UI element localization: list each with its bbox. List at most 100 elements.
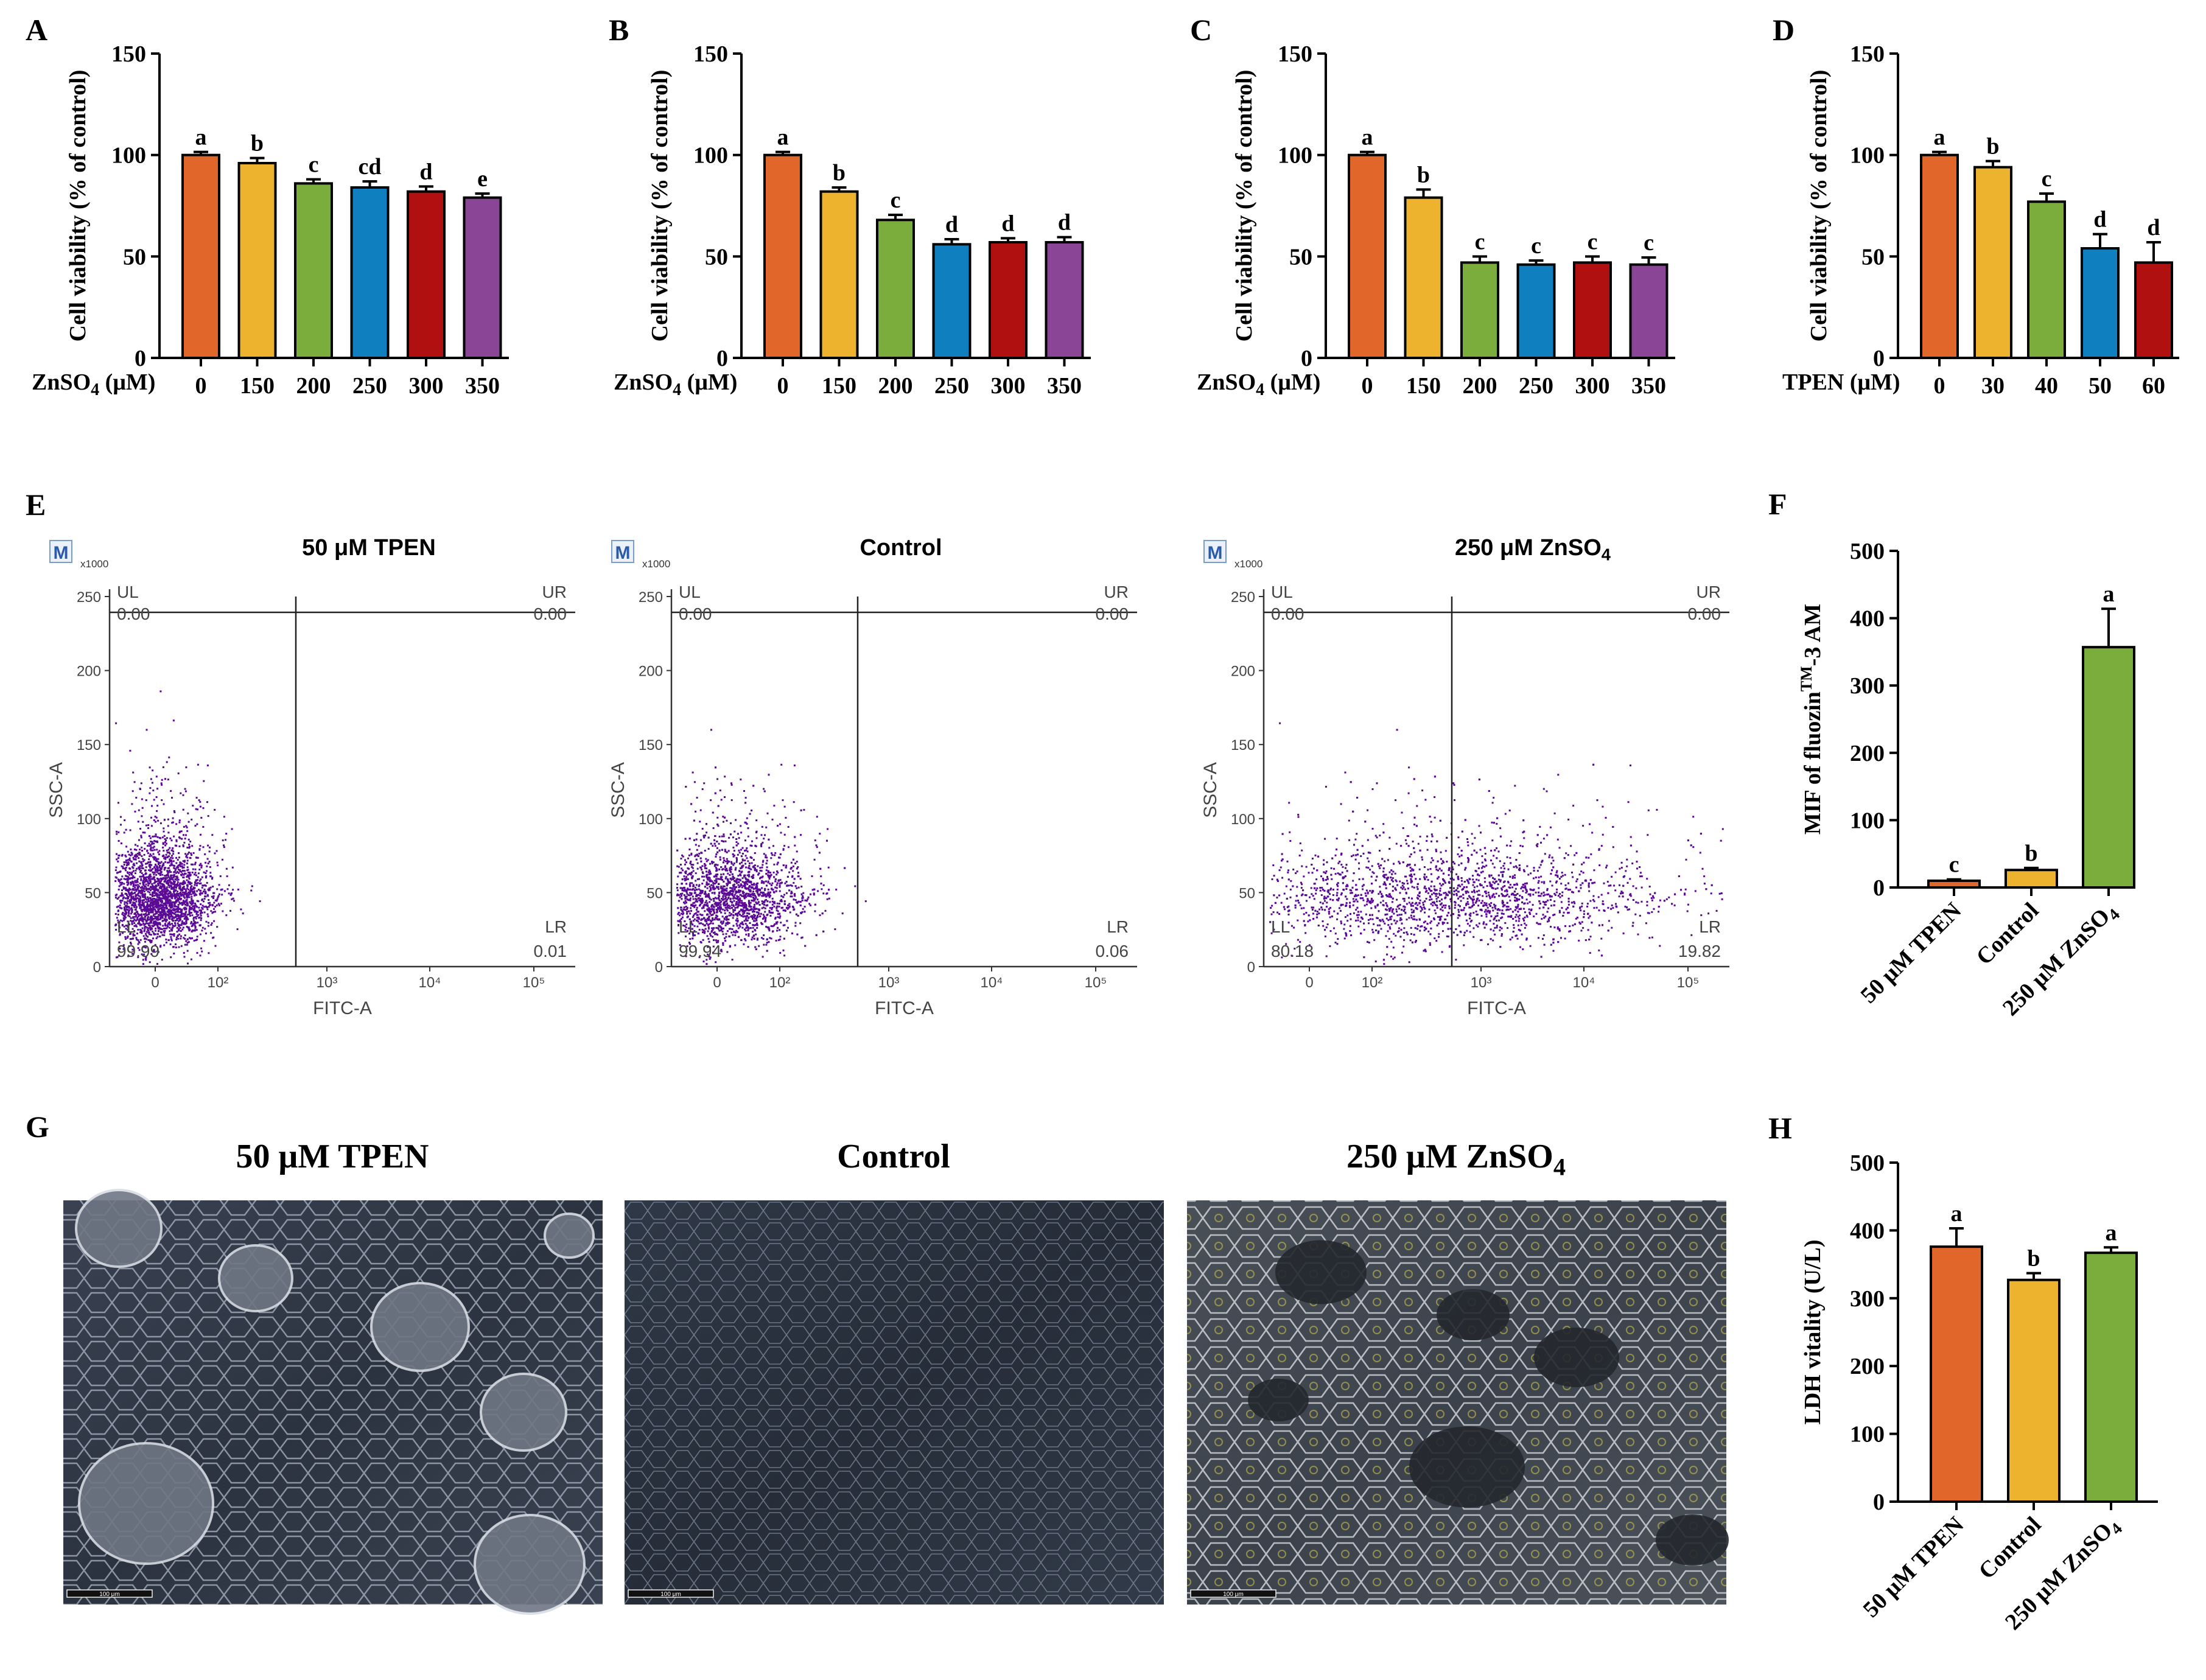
event-dot [213, 901, 215, 904]
event-dot [198, 880, 201, 882]
event-dot [190, 908, 192, 911]
event-dot [736, 895, 738, 897]
event-dot [196, 900, 198, 902]
event-dot [688, 892, 691, 894]
event-dot [679, 919, 681, 922]
event-dot [718, 878, 721, 880]
event-dot [187, 853, 189, 855]
event-dot [161, 865, 164, 867]
event-dot [759, 867, 762, 869]
event-dot [147, 927, 150, 929]
event-dot [188, 878, 191, 880]
event-dot [141, 889, 143, 891]
event-dot [140, 870, 142, 872]
event-dot [765, 826, 768, 828]
event-dot [175, 856, 178, 859]
event-dot [716, 941, 718, 943]
event-dot [153, 918, 155, 920]
event-dot [786, 908, 789, 910]
event-dot [152, 930, 154, 933]
event-dot [751, 886, 754, 889]
event-dot [721, 915, 724, 918]
event-dot [707, 905, 709, 908]
event-dot [149, 855, 151, 858]
event-dot [685, 935, 687, 937]
event-dot [206, 906, 208, 909]
event-dot [712, 827, 715, 829]
event-dot [191, 818, 193, 821]
significance-label: c [309, 152, 319, 178]
event-dot [176, 926, 178, 929]
event-dot [815, 844, 818, 847]
x-tick-label: 10³ [317, 975, 338, 991]
event-dot [206, 908, 209, 911]
event-dot [201, 905, 204, 907]
event-dot [769, 907, 771, 909]
event-dot [213, 908, 215, 910]
event-dot [688, 854, 690, 856]
event-dot [131, 866, 134, 868]
event-dot [157, 915, 159, 918]
event-dot [752, 894, 754, 896]
event-dot [718, 868, 721, 870]
event-dot [149, 848, 152, 850]
event-dot [175, 887, 178, 889]
event-dot [768, 926, 770, 928]
event-dot [191, 903, 193, 906]
event-dot [790, 861, 793, 864]
event-dot [705, 858, 707, 860]
significance-label: d [2093, 207, 2106, 233]
event-dot [144, 842, 146, 844]
event-dot [716, 824, 719, 826]
event-dot [225, 914, 228, 917]
event-dot [704, 893, 706, 895]
event-dot [689, 912, 692, 915]
event-dot [687, 894, 690, 896]
event-dot [726, 887, 728, 890]
event-dot [187, 941, 190, 943]
event-dot [721, 840, 723, 842]
event-dot [128, 872, 131, 873]
event-dot [706, 914, 709, 916]
x-tick-label: 150 [240, 373, 275, 399]
bar-H-0 [1930, 1245, 1983, 1503]
event-dot [186, 876, 188, 878]
event-dot [149, 870, 152, 872]
event-dot [225, 839, 227, 841]
event-dot [131, 882, 134, 884]
event-dot [231, 898, 233, 900]
event-dot [854, 885, 856, 887]
event-dot [181, 891, 184, 894]
bar-C-1 [1404, 196, 1443, 359]
event-dot [155, 920, 157, 923]
event-dot [794, 844, 796, 847]
event-dot [185, 856, 187, 858]
event-dot [766, 904, 768, 906]
event-dot [741, 858, 744, 861]
event-dot [162, 766, 164, 768]
event-dot [161, 867, 163, 869]
event-dot [131, 790, 134, 793]
event-dot [156, 883, 159, 885]
event-dot [122, 867, 124, 870]
y-axis-title: LDH vitality (U/L) [1800, 1240, 1826, 1425]
event-dot [200, 947, 203, 950]
event-dot [716, 901, 718, 904]
event-dot [748, 875, 750, 878]
event-dot [201, 912, 203, 914]
event-dot [807, 898, 809, 900]
event-dot [753, 934, 755, 937]
event-dot [686, 945, 688, 947]
event-dot [750, 868, 752, 870]
event-dot [783, 845, 786, 847]
event-dot [687, 887, 689, 890]
event-dot [145, 863, 147, 865]
event-dot [147, 905, 150, 908]
event-dot [187, 821, 190, 823]
event-dot [786, 920, 788, 922]
event-dot [191, 899, 193, 901]
event-dot [731, 928, 734, 930]
event-dot [754, 915, 756, 918]
event-dot [140, 909, 142, 911]
event-dot [163, 889, 165, 891]
